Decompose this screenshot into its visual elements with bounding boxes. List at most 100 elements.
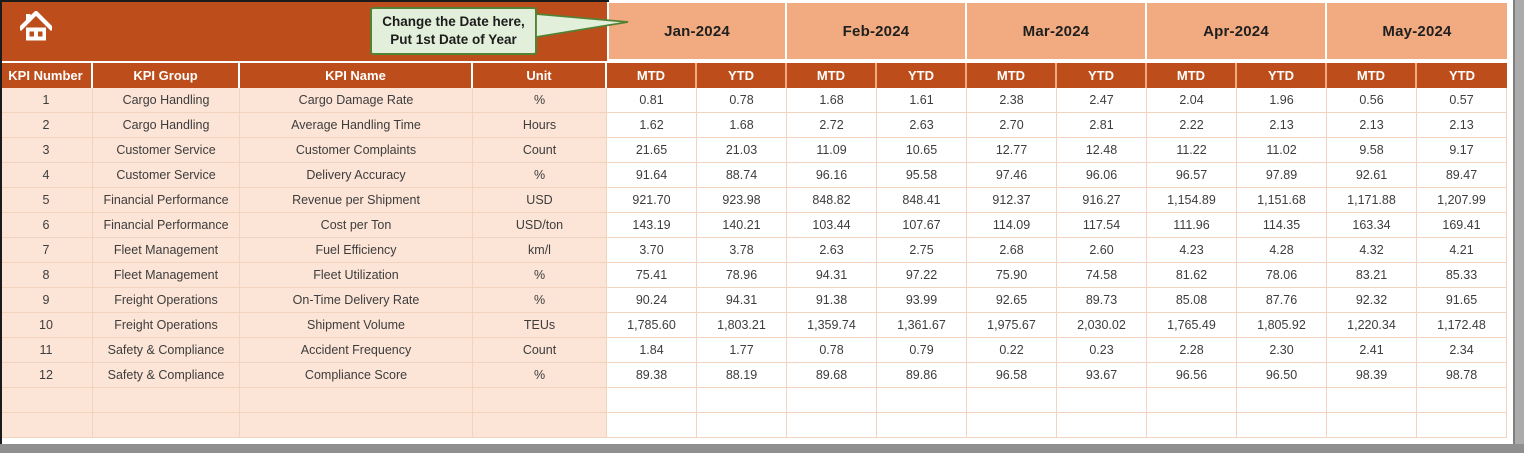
kpi-name-cell[interactable]: Cost per Ton [240,213,473,238]
value-cell[interactable] [1327,413,1417,438]
value-cell[interactable]: 88.19 [697,363,787,388]
value-cell[interactable]: 78.96 [697,263,787,288]
value-cell[interactable] [1237,388,1327,413]
unit-cell[interactable]: % [473,363,607,388]
value-cell[interactable] [787,388,877,413]
value-cell[interactable]: 21.65 [607,138,697,163]
value-cell[interactable]: 0.22 [967,338,1057,363]
value-cell[interactable]: 4.28 [1237,238,1327,263]
value-cell[interactable]: 114.35 [1237,213,1327,238]
unit-cell[interactable]: % [473,88,607,113]
kpi-name-cell[interactable]: Average Handling Time [240,113,473,138]
value-cell[interactable]: 11.02 [1237,138,1327,163]
kpi-number-cell[interactable]: 2 [0,113,93,138]
value-cell[interactable]: 1.96 [1237,88,1327,113]
value-cell[interactable]: 92.61 [1327,163,1417,188]
value-cell[interactable]: 1,765.49 [1147,313,1237,338]
value-cell[interactable] [1057,413,1147,438]
value-cell[interactable]: 2.34 [1417,338,1507,363]
kpi-number-cell[interactable]: 7 [0,238,93,263]
value-cell[interactable]: 95.58 [877,163,967,188]
kpi-name-cell[interactable]: Shipment Volume [240,313,473,338]
value-cell[interactable] [967,413,1057,438]
unit-cell[interactable]: Count [473,138,607,163]
value-cell[interactable]: 96.56 [1147,363,1237,388]
unit-cell[interactable]: Count [473,338,607,363]
month-header-cell-mar[interactable]: Mar-2024 [967,3,1147,59]
kpi-group-cell[interactable]: Financial Performance [93,188,240,213]
value-cell[interactable]: 1,975.67 [967,313,1057,338]
value-cell[interactable]: 2,030.02 [1057,313,1147,338]
value-cell[interactable] [967,388,1057,413]
value-cell[interactable]: 92.65 [967,288,1057,313]
value-cell[interactable]: 9.58 [1327,138,1417,163]
value-cell[interactable]: 3.78 [697,238,787,263]
value-cell[interactable]: 169.41 [1417,213,1507,238]
value-cell[interactable]: 2.13 [1417,113,1507,138]
value-cell[interactable]: 1,171.88 [1327,188,1417,213]
value-cell[interactable]: 2.81 [1057,113,1147,138]
value-cell[interactable]: 21.03 [697,138,787,163]
kpi-name-cell[interactable]: Accident Frequency [240,338,473,363]
value-cell[interactable]: 96.06 [1057,163,1147,188]
kpi-name-cell[interactable]: Customer Complaints [240,138,473,163]
value-cell[interactable] [1237,413,1327,438]
value-cell[interactable]: 1,359.74 [787,313,877,338]
value-cell[interactable]: 1.68 [787,88,877,113]
value-cell[interactable]: 0.79 [877,338,967,363]
value-cell[interactable]: 0.23 [1057,338,1147,363]
value-cell[interactable]: 89.86 [877,363,967,388]
kpi-name-cell[interactable] [240,413,473,438]
value-cell[interactable]: 0.78 [697,88,787,113]
value-cell[interactable]: 0.57 [1417,88,1507,113]
value-cell[interactable] [1057,388,1147,413]
value-cell[interactable]: 98.78 [1417,363,1507,388]
unit-cell[interactable]: % [473,163,607,188]
value-cell[interactable]: 114.09 [967,213,1057,238]
value-cell[interactable]: 94.31 [787,263,877,288]
kpi-name-cell[interactable]: Compliance Score [240,363,473,388]
value-cell[interactable]: 92.32 [1327,288,1417,313]
value-cell[interactable] [607,413,697,438]
value-cell[interactable]: 1.62 [607,113,697,138]
value-cell[interactable]: 140.21 [697,213,787,238]
kpi-group-cell[interactable]: Freight Operations [93,288,240,313]
kpi-group-cell[interactable]: Fleet Management [93,263,240,288]
value-cell[interactable]: 91.64 [607,163,697,188]
unit-cell[interactable]: % [473,263,607,288]
value-cell[interactable]: 90.24 [607,288,697,313]
kpi-group-cell[interactable] [93,388,240,413]
value-cell[interactable]: 103.44 [787,213,877,238]
value-cell[interactable]: 912.37 [967,188,1057,213]
horizontal-scrollbar[interactable] [0,444,1524,453]
kpi-group-cell[interactable]: Customer Service [93,163,240,188]
value-cell[interactable]: 3.70 [607,238,697,263]
month-header-cell-may[interactable]: May-2024 [1327,3,1507,59]
value-cell[interactable]: 91.65 [1417,288,1507,313]
value-cell[interactable] [607,388,697,413]
kpi-name-cell[interactable]: Fuel Efficiency [240,238,473,263]
unit-cell[interactable]: USD/ton [473,213,607,238]
kpi-number-cell[interactable]: 11 [0,338,93,363]
value-cell[interactable] [1417,388,1507,413]
value-cell[interactable] [877,388,967,413]
value-cell[interactable]: 1,361.67 [877,313,967,338]
value-cell[interactable]: 1,785.60 [607,313,697,338]
value-cell[interactable]: 4.32 [1327,238,1417,263]
value-cell[interactable]: 848.41 [877,188,967,213]
value-cell[interactable]: 1,151.68 [1237,188,1327,213]
month-header-cell-feb[interactable]: Feb-2024 [787,3,967,59]
home-button[interactable] [18,9,54,44]
value-cell[interactable]: 93.99 [877,288,967,313]
kpi-group-cell[interactable]: Cargo Handling [93,88,240,113]
value-cell[interactable]: 85.08 [1147,288,1237,313]
value-cell[interactable]: 85.33 [1417,263,1507,288]
kpi-number-cell[interactable]: 8 [0,263,93,288]
value-cell[interactable]: 2.63 [787,238,877,263]
value-cell[interactable]: 0.78 [787,338,877,363]
value-cell[interactable]: 11.09 [787,138,877,163]
value-cell[interactable]: 117.54 [1057,213,1147,238]
kpi-group-cell[interactable]: Freight Operations [93,313,240,338]
kpi-name-cell[interactable]: Fleet Utilization [240,263,473,288]
value-cell[interactable]: 88.74 [697,163,787,188]
